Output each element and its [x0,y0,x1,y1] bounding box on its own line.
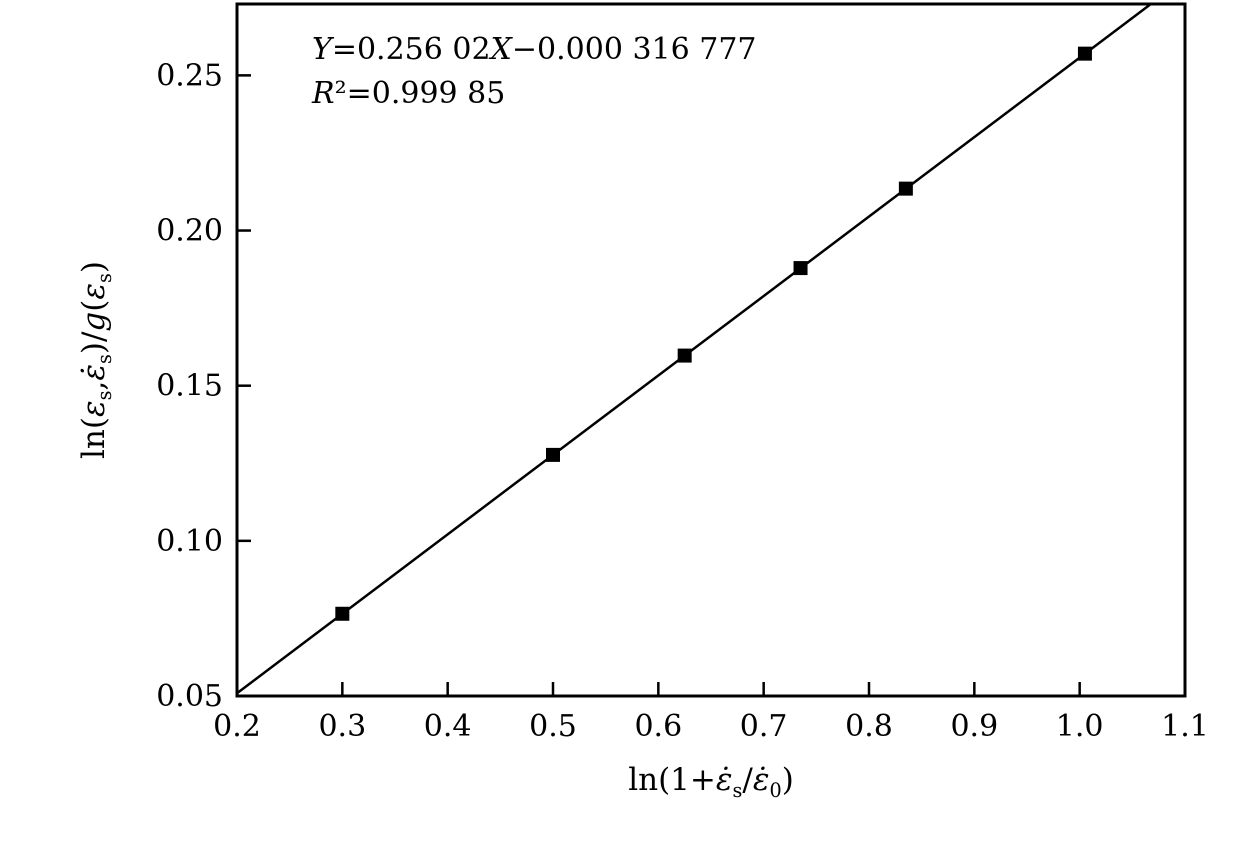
data-point [546,447,560,462]
x-tick-label: 1.0 [1056,709,1104,744]
x-tick-label: 0.2 [213,709,261,744]
fit-annotation: Y=0.256 02X−0.000 316 777 R²=0.999 85 [312,28,757,115]
fit-line [236,3,1152,695]
x-tick-label: 0.4 [424,709,472,744]
x-tick-label: 0.9 [950,709,998,744]
plot-frame [235,2,1187,698]
data-point [898,181,913,196]
y-tick-label: 0.10 [156,524,223,559]
x-tick-label: 0.7 [740,709,788,744]
x-tick-label: 0.5 [529,709,577,744]
y-tick-label: 0.25 [156,58,223,93]
x-tick-label: 0.8 [845,709,893,744]
data-point [677,348,692,363]
y-tick-label: 0.05 [156,679,223,714]
r-squared-text: R²=0.999 85 [312,75,506,111]
x-tick-label: 0.6 [634,709,682,744]
y-tick-label: 0.20 [156,214,223,249]
equation-text: Y=0.256 02X−0.000 316 777 [312,32,757,67]
x-tick-label: 1.1 [1161,709,1209,744]
data-point [335,606,350,621]
x-axis-label: ln(1+ε̇s/ε̇0) [628,762,794,803]
y-tick-label: 0.15 [156,369,223,404]
x-tick-label: 0.3 [318,709,366,744]
data-point [793,261,808,276]
y-axis-label: ln(εs,ε̇s)/g(εs) [75,261,117,459]
data-point [1077,46,1092,61]
